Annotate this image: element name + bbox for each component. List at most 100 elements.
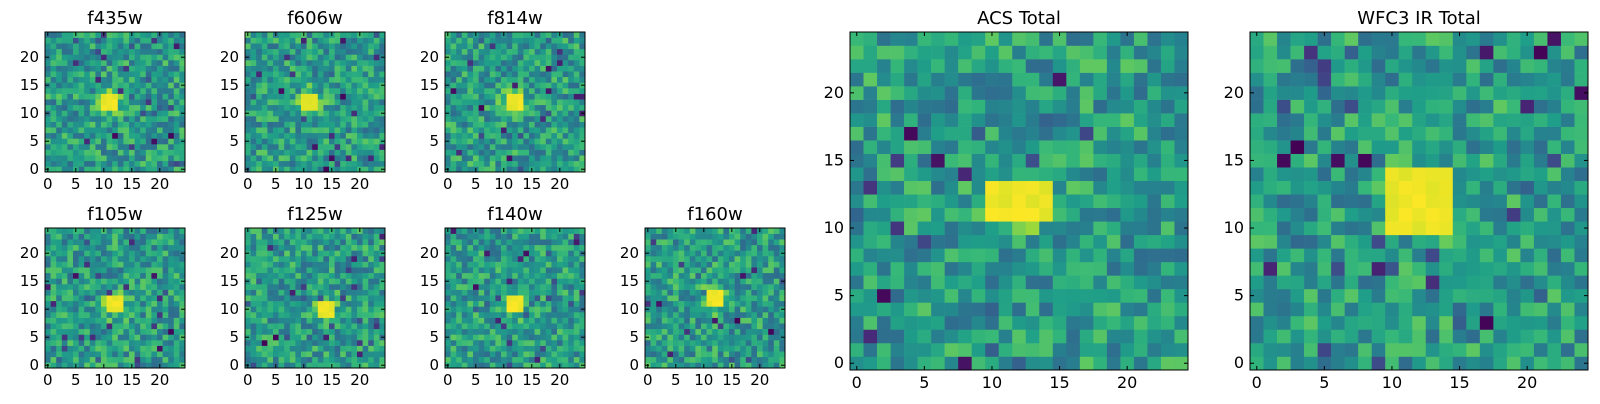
heatmap-cell (518, 306, 524, 312)
heatmap-cell (662, 312, 668, 318)
heatmap-cell (295, 99, 301, 105)
heatmap-cell (540, 32, 546, 38)
heatmap-cell (129, 49, 135, 55)
heatmap-cell (479, 362, 485, 368)
heatmap-cell (301, 273, 307, 279)
heatmap-cell (245, 351, 251, 357)
heatmap-cell (540, 340, 546, 346)
heatmap-cell (118, 312, 124, 318)
heatmap-cell (129, 94, 135, 100)
heatmap-cell (462, 122, 468, 128)
heatmap-cell (656, 267, 662, 273)
heatmap-cell (850, 167, 864, 181)
heatmap-cell (695, 329, 701, 335)
heatmap-cell (690, 323, 696, 329)
heatmap-cell (495, 150, 501, 156)
heatmap-cell (318, 133, 324, 139)
heatmap-cell (490, 60, 496, 66)
heatmap-cell (73, 77, 79, 83)
heatmap-cell (168, 166, 174, 172)
heatmap-cell (267, 228, 273, 234)
heatmap-cell (62, 138, 68, 144)
heatmap-cell (1147, 356, 1161, 370)
heatmap-cell (51, 362, 57, 368)
heatmap-cell (140, 54, 146, 60)
heatmap-cell (90, 116, 96, 122)
heatmap-cell (735, 318, 741, 324)
heatmap-cell (251, 329, 257, 335)
heatmap-cell (445, 351, 451, 357)
heatmap-cell (729, 245, 735, 251)
heatmap-cell (507, 290, 513, 296)
heatmap-cell (307, 116, 313, 122)
heatmap-cell (563, 273, 569, 279)
heatmap-cell (129, 278, 135, 284)
heatmap-cell (67, 295, 73, 301)
heatmap-cell (1134, 356, 1148, 370)
heatmap-cell (563, 38, 569, 44)
heatmap-cell (351, 82, 357, 88)
heatmap-cell (101, 250, 107, 256)
heatmap-cell (129, 234, 135, 240)
y-tick-label: 20 (420, 244, 439, 262)
heatmap-cell (351, 267, 357, 273)
heatmap-cell (346, 144, 352, 150)
heatmap-cell (535, 150, 541, 156)
heatmap-cell (456, 150, 462, 156)
heatmap-cell (379, 351, 385, 357)
heatmap-cell (746, 267, 752, 273)
heatmap-cell (1026, 208, 1040, 222)
heatmap-cell (673, 278, 679, 284)
heatmap-cell (467, 250, 473, 256)
heatmap-cell (62, 133, 68, 139)
heatmap-cell (729, 250, 735, 256)
heatmap-cell (312, 323, 318, 329)
heatmap-cell (918, 167, 932, 181)
heatmap-cell (262, 144, 268, 150)
heatmap-cell (67, 166, 73, 172)
heatmap-cell (256, 110, 262, 116)
heatmap-cell (318, 60, 324, 66)
heatmap-cell (662, 262, 668, 268)
heatmap-cell (701, 245, 707, 251)
heatmap-cell (451, 144, 457, 150)
heatmap-cell (118, 357, 124, 363)
heatmap-cell (1012, 181, 1026, 195)
heatmap-cell (535, 161, 541, 167)
heatmap-cell (864, 181, 878, 195)
heatmap-cell (301, 323, 307, 329)
heatmap-cell (318, 278, 324, 284)
heatmap-cell (746, 357, 752, 363)
heatmap-cell (467, 161, 473, 167)
heatmap-cell (112, 71, 118, 77)
y-tick-label: 10 (420, 104, 439, 122)
heatmap-cell (123, 346, 129, 352)
heatmap-cell (323, 340, 329, 346)
heatmap-cell (1120, 181, 1134, 195)
heatmap-cell (723, 250, 729, 256)
heatmap-cell (501, 71, 507, 77)
heatmap-cell (179, 88, 185, 94)
heatmap-cell (774, 346, 780, 352)
heatmap-cell (318, 362, 324, 368)
heatmap-cell (146, 99, 152, 105)
x-tick-label: 20 (350, 175, 369, 193)
heatmap-cell (690, 256, 696, 262)
heatmap-cell (51, 295, 57, 301)
heatmap-cell (445, 77, 451, 83)
heatmap-cell (1147, 221, 1161, 235)
heatmap-cell (563, 127, 569, 133)
heatmap-cell (751, 267, 757, 273)
heatmap-cell (445, 60, 451, 66)
heatmap-cell (135, 262, 141, 268)
heatmap-cell (290, 138, 296, 144)
heatmap-cell (701, 295, 707, 301)
heatmap-cell (351, 256, 357, 262)
heatmap-cell (45, 323, 51, 329)
heatmap-cell (279, 228, 285, 234)
heatmap-cell (473, 250, 479, 256)
heatmap-cell (312, 239, 318, 245)
heatmap-cell (473, 66, 479, 72)
heatmap-cell (157, 82, 163, 88)
heatmap-cell (529, 88, 535, 94)
